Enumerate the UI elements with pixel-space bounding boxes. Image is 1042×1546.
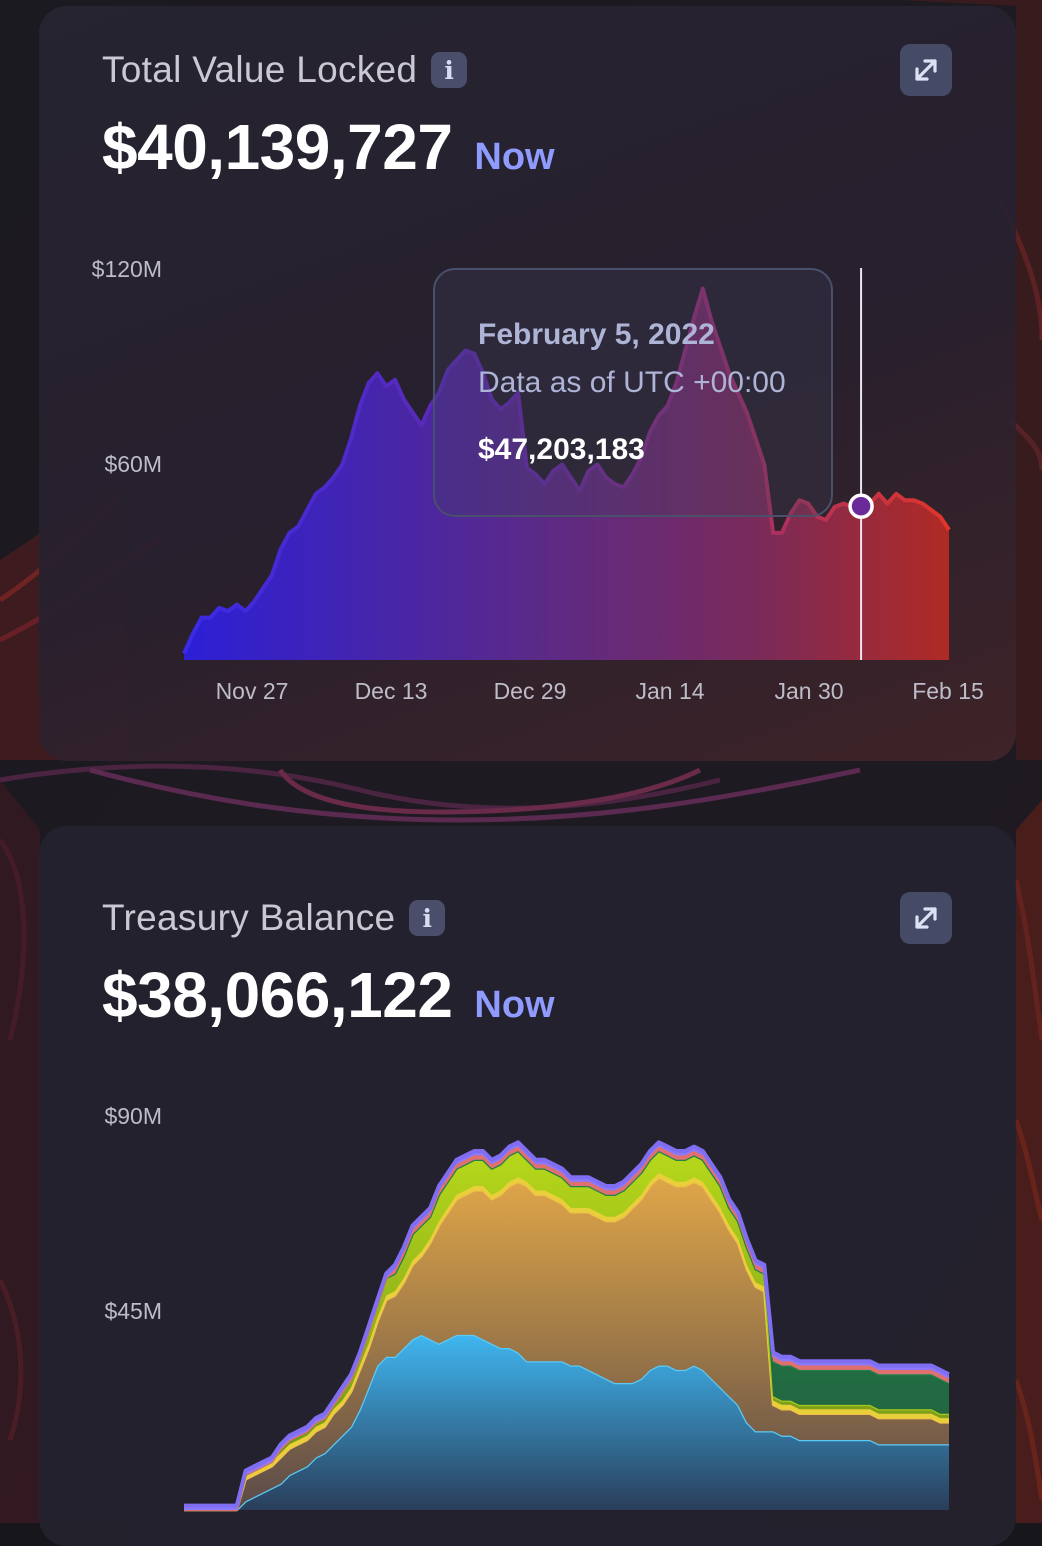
treasury-value-row: $38,066,122 Now — [102, 958, 555, 1032]
treasury-series-line — [184, 1140, 950, 1508]
hover-point-marker — [848, 493, 874, 519]
tvl-value: $40,139,727 — [102, 111, 453, 183]
tvl-series-line — [182, 286, 951, 655]
treasury-series-line — [184, 1171, 949, 1512]
tvl-y-tick-120m: $120M — [91, 256, 162, 282]
treasury-period-label: Now — [474, 984, 555, 1026]
tooltip-timezone-note: Data as of UTC +00:00 — [478, 366, 786, 399]
tvl-expand-button[interactable] — [900, 44, 952, 96]
tvl-area-chart[interactable] — [39, 6, 1016, 761]
treasury-y-tick-45m: $45M — [104, 1298, 162, 1324]
tvl-x-tick: Dec 29 — [493, 678, 567, 704]
treasury-title-row: Treasury Balance i — [102, 897, 446, 939]
tooltip-date: February 5, 2022 — [478, 318, 715, 351]
treasury-y-tick-90m: $90M — [104, 1103, 162, 1129]
tvl-x-tick: Nov 27 — [215, 678, 289, 704]
tvl-tooltip: February 5, 2022 Data as of UTC +00:00 $… — [433, 268, 833, 517]
treasury-series-area — [184, 1177, 949, 1510]
treasury-value: $38,066,122 — [102, 959, 453, 1031]
tvl-x-tick: Feb 15 — [912, 678, 984, 704]
tooltip-value: $47,203,183 — [478, 433, 645, 466]
tvl-y-tick-60m: $60M — [104, 451, 162, 477]
tvl-title: Total Value Locked — [102, 49, 418, 90]
info-icon[interactable]: i — [409, 900, 446, 936]
tvl-x-tick: Jan 30 — [774, 678, 844, 704]
tvl-x-tick: Dec 13 — [354, 678, 428, 704]
tvl-card: Total Value Locked i $40,139,727 Now $12… — [39, 6, 1016, 761]
info-icon[interactable]: i — [431, 52, 468, 88]
tvl-x-tick: Jan 14 — [635, 678, 705, 704]
expand-arrows-icon — [915, 907, 937, 929]
treasury-series-area — [184, 1334, 949, 1510]
tvl-value-row: $40,139,727 Now — [102, 110, 555, 184]
tvl-period-label: Now — [474, 136, 555, 178]
expand-arrows-icon — [915, 59, 937, 81]
treasury-title: Treasury Balance — [102, 897, 396, 938]
treasury-card: Treasury Balance i $38,066,122 Now $90M … — [39, 826, 1016, 1546]
tvl-title-row: Total Value Locked i — [102, 49, 468, 91]
treasury-expand-button[interactable] — [900, 892, 952, 944]
treasury-stacked-area-chart[interactable] — [39, 826, 1016, 1546]
